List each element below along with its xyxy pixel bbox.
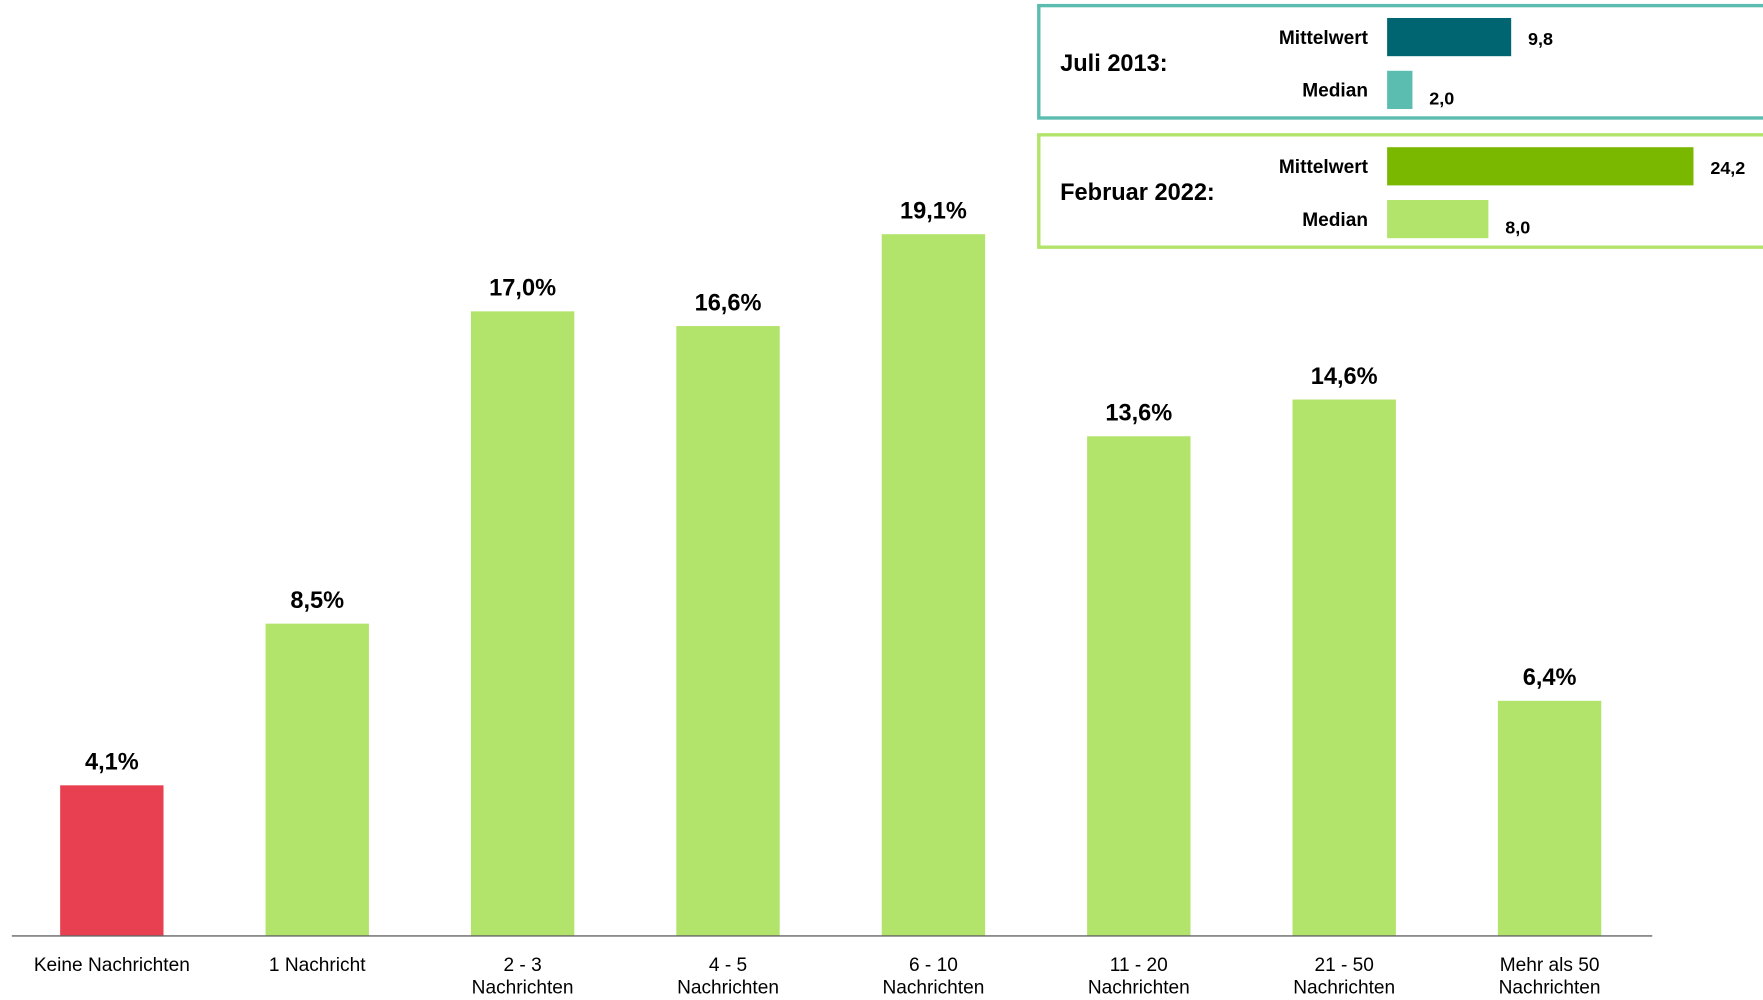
value-label: 9,8	[1528, 29, 1553, 49]
bar-label: Mittelwert	[1279, 157, 1369, 178]
bar	[1387, 17, 1512, 57]
value-label: 2,0	[1429, 88, 1454, 108]
value-label: 6,4%	[1523, 664, 1577, 690]
bar	[1292, 399, 1396, 936]
bar	[676, 326, 780, 936]
value-label: 4,1%	[85, 749, 139, 775]
bar	[1087, 436, 1191, 936]
value-label: 8,5%	[290, 587, 344, 613]
box-title: Februar 2022:	[1060, 179, 1215, 205]
value-label: 14,6%	[1311, 363, 1378, 389]
bar	[1387, 200, 1489, 239]
bar	[265, 623, 369, 936]
value-label: 8,0	[1505, 218, 1530, 238]
x-tick-label: 21 - 50 Nachrichten	[1293, 955, 1395, 998]
legend-box	[1037, 3, 1763, 120]
x-tick-label: 4 - 5 Nachrichten	[677, 955, 779, 998]
bar	[1497, 700, 1602, 936]
legend-box	[1037, 133, 1763, 249]
value-label: 17,0%	[489, 275, 556, 301]
bar	[1387, 70, 1413, 109]
x-tick-label: 6 - 10 Nachrichten	[882, 955, 984, 998]
bar	[881, 234, 986, 936]
bar	[60, 785, 164, 936]
x-tick-label: 2 - 3 Nachrichten	[472, 955, 574, 998]
x-tick-label: 11 - 20 Nachrichten	[1088, 955, 1190, 998]
box-title: Juli 2013:	[1060, 50, 1167, 76]
bar-label: Mittelwert	[1279, 28, 1369, 49]
bar-label: Median	[1302, 210, 1368, 231]
x-tick-label: Keine Nachrichten	[34, 955, 190, 976]
value-label: 24,2	[1710, 158, 1745, 178]
bar-label: Median	[1302, 81, 1368, 102]
x-tick-label: 1 Nachricht	[269, 955, 366, 976]
x-tick-label: Mehr als 50 Nachrichten	[1499, 955, 1601, 998]
value-label: 16,6%	[695, 289, 762, 315]
value-label: 19,1%	[900, 197, 967, 223]
value-label: 13,6%	[1105, 400, 1172, 426]
bar	[470, 311, 575, 936]
bar	[1387, 147, 1694, 186]
